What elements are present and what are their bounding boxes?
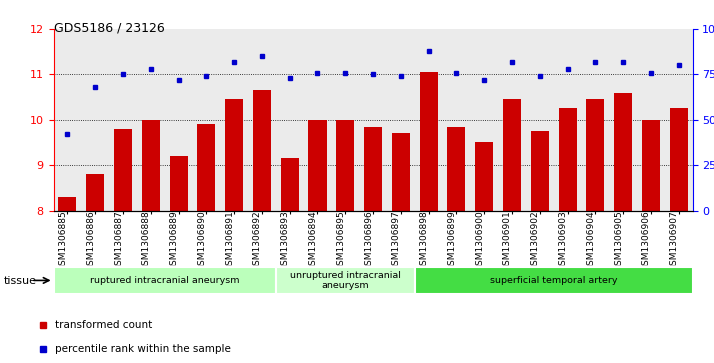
Bar bbox=[54, 266, 276, 294]
Bar bbox=[253, 90, 271, 211]
Bar bbox=[526, 29, 553, 211]
Text: GSM1306890: GSM1306890 bbox=[197, 211, 206, 271]
Text: GSM1306903: GSM1306903 bbox=[558, 211, 568, 271]
Bar bbox=[503, 99, 521, 211]
Bar bbox=[336, 120, 354, 211]
Text: GSM1306894: GSM1306894 bbox=[308, 211, 318, 271]
Text: GSM1306899: GSM1306899 bbox=[448, 211, 456, 271]
Bar bbox=[114, 129, 132, 211]
Text: GSM1306901: GSM1306901 bbox=[503, 211, 512, 271]
Bar bbox=[558, 109, 577, 211]
Bar bbox=[553, 29, 581, 211]
Bar bbox=[331, 29, 359, 211]
Text: GSM1306889: GSM1306889 bbox=[170, 211, 178, 271]
Bar bbox=[193, 29, 220, 211]
Bar bbox=[248, 29, 276, 211]
Bar bbox=[670, 109, 688, 211]
Text: GSM1306887: GSM1306887 bbox=[114, 211, 123, 271]
Text: tissue: tissue bbox=[4, 276, 36, 286]
Text: unruptured intracranial
aneurysm: unruptured intracranial aneurysm bbox=[290, 271, 401, 290]
Bar bbox=[81, 29, 109, 211]
Text: GSM1306896: GSM1306896 bbox=[364, 211, 373, 271]
Bar bbox=[637, 29, 665, 211]
Bar bbox=[276, 29, 303, 211]
Bar bbox=[197, 124, 216, 211]
Bar bbox=[614, 93, 632, 211]
Bar bbox=[609, 29, 637, 211]
Bar bbox=[392, 134, 410, 211]
Text: superficial temporal artery: superficial temporal artery bbox=[490, 276, 618, 285]
Bar bbox=[471, 29, 498, 211]
Bar bbox=[281, 158, 298, 211]
Bar bbox=[276, 266, 415, 294]
Text: transformed count: transformed count bbox=[56, 320, 153, 330]
Bar bbox=[415, 266, 693, 294]
Bar bbox=[531, 131, 549, 211]
Bar bbox=[308, 120, 326, 211]
Bar bbox=[137, 29, 165, 211]
Text: GSM1306898: GSM1306898 bbox=[420, 211, 428, 271]
Text: GSM1306897: GSM1306897 bbox=[392, 211, 401, 271]
Bar bbox=[54, 29, 81, 211]
Bar bbox=[476, 143, 493, 211]
Text: GSM1306891: GSM1306891 bbox=[225, 211, 234, 271]
Text: GSM1306885: GSM1306885 bbox=[59, 211, 67, 271]
Bar bbox=[359, 29, 387, 211]
Bar bbox=[86, 174, 104, 211]
Text: GSM1306892: GSM1306892 bbox=[253, 211, 262, 271]
Bar bbox=[586, 99, 604, 211]
Bar bbox=[364, 127, 382, 211]
Bar bbox=[220, 29, 248, 211]
Bar bbox=[109, 29, 137, 211]
Text: GSM1306888: GSM1306888 bbox=[142, 211, 151, 271]
Bar bbox=[420, 72, 438, 211]
Bar bbox=[443, 29, 471, 211]
Bar bbox=[59, 197, 76, 211]
Bar bbox=[498, 29, 526, 211]
Bar bbox=[225, 99, 243, 211]
Bar bbox=[169, 156, 188, 211]
Bar bbox=[581, 29, 609, 211]
Text: GDS5186 / 23126: GDS5186 / 23126 bbox=[54, 22, 164, 35]
Bar bbox=[303, 29, 331, 211]
Bar bbox=[165, 29, 193, 211]
Text: GSM1306895: GSM1306895 bbox=[336, 211, 346, 271]
Bar bbox=[415, 29, 443, 211]
Text: GSM1306907: GSM1306907 bbox=[670, 211, 679, 271]
Text: GSM1306900: GSM1306900 bbox=[476, 211, 484, 271]
Text: percentile rank within the sample: percentile rank within the sample bbox=[56, 344, 231, 354]
Bar bbox=[642, 120, 660, 211]
Text: GSM1306902: GSM1306902 bbox=[531, 211, 540, 271]
Bar bbox=[142, 120, 160, 211]
Text: ruptured intracranial aneurysm: ruptured intracranial aneurysm bbox=[90, 276, 239, 285]
Bar bbox=[665, 29, 693, 211]
Text: GSM1306905: GSM1306905 bbox=[614, 211, 623, 271]
Bar bbox=[387, 29, 415, 211]
Text: GSM1306893: GSM1306893 bbox=[281, 211, 290, 271]
Text: GSM1306886: GSM1306886 bbox=[86, 211, 95, 271]
Text: GSM1306904: GSM1306904 bbox=[586, 211, 595, 271]
Text: GSM1306906: GSM1306906 bbox=[642, 211, 651, 271]
Bar bbox=[448, 127, 466, 211]
